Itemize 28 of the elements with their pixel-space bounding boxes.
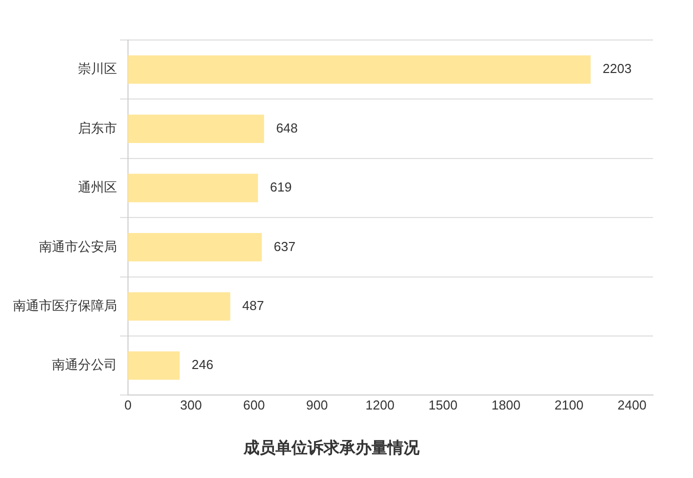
data-label: 619 <box>270 180 292 195</box>
bar <box>128 232 262 262</box>
bar <box>128 292 230 321</box>
bar <box>128 174 258 202</box>
y-tick-label: 崇川区 <box>78 61 117 76</box>
x-tick-label: 1800 <box>492 398 520 413</box>
y-tick-label: 启东市 <box>78 120 117 136</box>
data-label: 637 <box>274 238 296 254</box>
bar <box>128 351 180 380</box>
x-tick-label: 300 <box>180 398 202 413</box>
x-tick-label: 2100 <box>554 398 584 413</box>
bar <box>128 114 264 144</box>
data-label: 2203 <box>602 61 632 76</box>
y-tick-label: 南通市公安局 <box>39 238 117 254</box>
x-tick-label: 1500 <box>428 398 458 413</box>
data-label: 648 <box>276 120 298 136</box>
y-tick-label: 南通市医疗保障局 <box>13 298 117 313</box>
bar <box>128 55 591 84</box>
x-tick-label: 2400 <box>618 398 646 413</box>
x-tick-label: 1200 <box>366 398 394 413</box>
data-label: 487 <box>242 298 264 313</box>
x-tick-label: 0 <box>124 398 132 413</box>
text: 成员单位诉求承办量情况 <box>242 438 420 457</box>
data-label: 246 <box>192 357 214 372</box>
x-tick-label: 900 <box>306 398 328 413</box>
y-tick-label: 通州区 <box>78 180 117 195</box>
y-tick-label: 南通分公司 <box>52 357 117 372</box>
x-tick-label: 600 <box>243 398 265 413</box>
